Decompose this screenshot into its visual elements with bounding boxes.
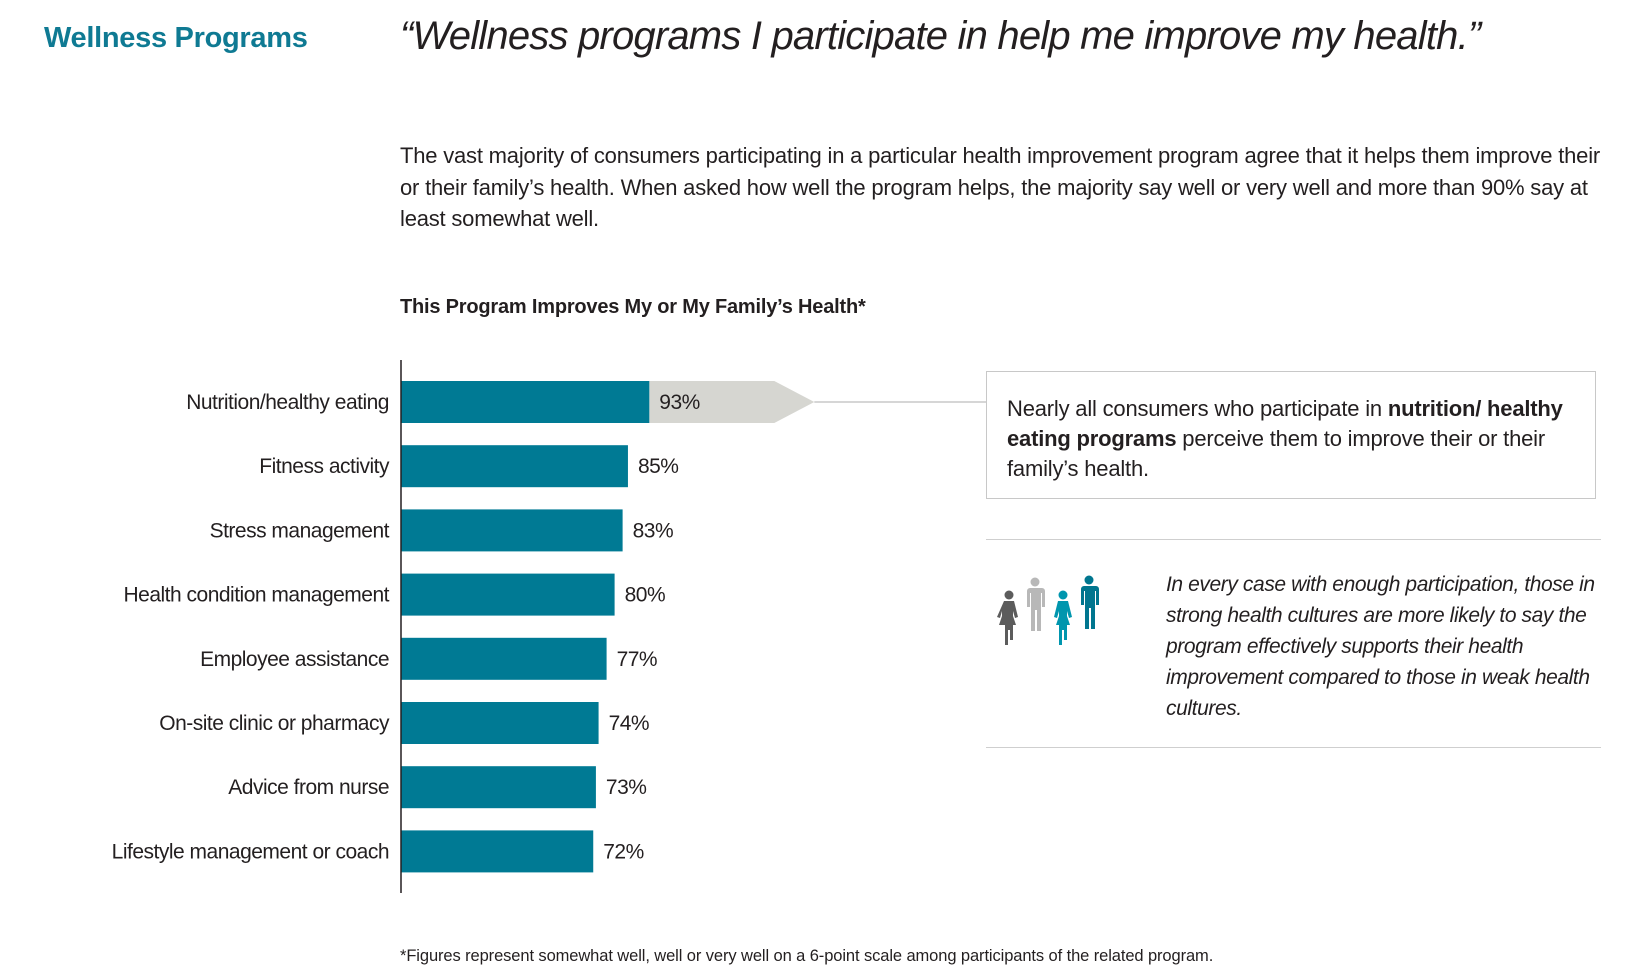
category-label: Nutrition/healthy eating	[186, 391, 389, 414]
callout-bold: nutrition/ healthy eating programs	[1007, 396, 1563, 451]
category-label: Lifestyle management or coach	[112, 840, 389, 863]
man-icon-teal	[1081, 575, 1099, 629]
intro-paragraph: The vast majority of consumers participa…	[400, 143, 1601, 231]
category-label: Fitness activity	[259, 455, 390, 478]
category-label: Advice from nurse	[228, 776, 389, 799]
headline-quote: “Wellness programs I participate in help…	[400, 14, 1481, 58]
category-label: Health condition management	[123, 584, 389, 607]
section-title: Wellness Programs	[44, 22, 308, 54]
bar	[401, 573, 615, 616]
callout-box: Nearly all consumers who participate in …	[986, 371, 1596, 499]
woman-icon-gray	[997, 590, 1018, 645]
category-label: On-site clinic or pharmacy	[159, 712, 390, 735]
footnote: *Figures represent somewhat well, well o…	[400, 947, 1214, 965]
woman-icon-teal	[1054, 590, 1072, 645]
people-icon	[997, 575, 1099, 645]
value-label: 74%	[609, 712, 650, 735]
chart-title: This Program Improves My or My Family’s …	[400, 296, 866, 318]
highlight-arrow	[649, 381, 815, 423]
bar	[401, 766, 596, 809]
bar	[401, 381, 650, 423]
divider	[986, 539, 1601, 540]
value-label: 77%	[617, 648, 658, 671]
value-label: 93%	[659, 391, 700, 414]
divider	[986, 747, 1601, 748]
value-label: 80%	[625, 584, 666, 607]
value-label: 72%	[603, 840, 644, 863]
callout-text-end: perceive them to improve their or their …	[1007, 426, 1545, 481]
value-label: 83%	[633, 519, 674, 542]
bar	[401, 509, 623, 552]
man-icon-lightgray	[1027, 577, 1045, 631]
callout-text: Nearly all consumers who participate in	[1007, 396, 1388, 421]
culture-note: In every case with enough participation,…	[1166, 573, 1595, 720]
bar	[401, 702, 599, 744]
value-label: 85%	[638, 455, 679, 478]
category-label: Employee assistance	[200, 648, 389, 671]
bar	[401, 637, 607, 680]
value-label: 73%	[606, 776, 647, 799]
category-label: Stress management	[210, 519, 390, 542]
bar	[401, 830, 594, 873]
bar	[401, 445, 628, 488]
